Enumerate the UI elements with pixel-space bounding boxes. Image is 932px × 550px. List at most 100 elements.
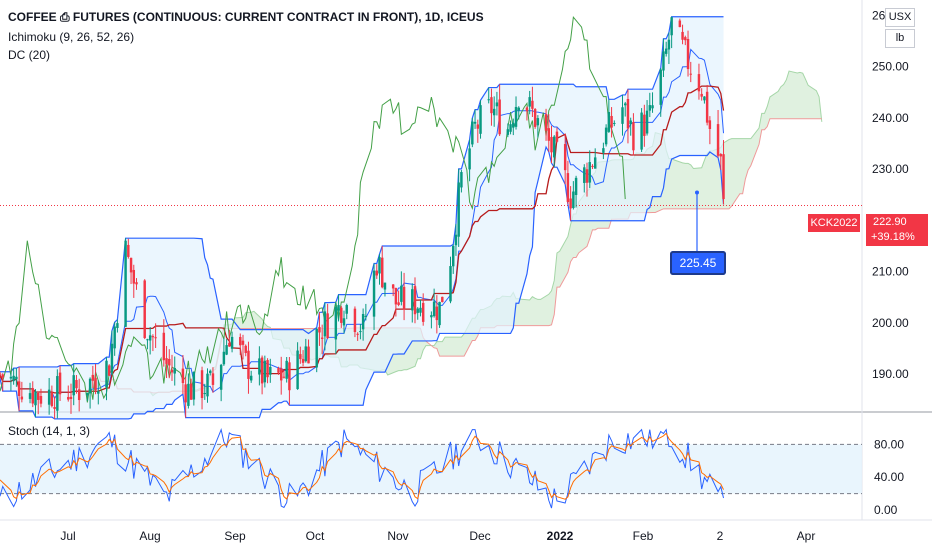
candle: [416, 307, 419, 320]
candle-body: [585, 169, 589, 183]
stoch-legend[interactable]: Stoch (14, 1, 3): [8, 424, 91, 438]
candle: [411, 283, 414, 323]
candles: [0, 16, 725, 419]
candle-body: [110, 343, 114, 373]
price-tick-label: 230.00: [872, 162, 909, 176]
candle-body: [189, 383, 193, 400]
candle: [53, 396, 56, 419]
candle-body: [17, 381, 21, 396]
candle: [645, 100, 649, 136]
candle-body: [15, 376, 18, 380]
candle-body: [583, 167, 586, 183]
candle-body: [662, 51, 665, 71]
candle-body: [187, 383, 190, 406]
candle: [170, 354, 174, 381]
candle: [315, 327, 318, 373]
marker-point: [695, 190, 699, 195]
candle-body: [533, 109, 537, 127]
candle: [206, 368, 209, 403]
price-tick-label: 200.00: [872, 316, 909, 330]
candle-body: [473, 121, 477, 124]
candle-body: [247, 350, 250, 379]
candle-body: [454, 234, 458, 246]
candle: [495, 91, 499, 116]
candle-body: [708, 120, 712, 129]
candle-body: [613, 122, 616, 124]
candle: [88, 377, 92, 409]
unit-button[interactable]: lb: [885, 29, 915, 48]
candle-body: [239, 337, 242, 346]
candle-body: [514, 106, 518, 127]
ichimoku-legend[interactable]: Ichimoku (9, 26, 52, 26): [8, 30, 135, 44]
candle: [340, 305, 343, 328]
candle: [269, 358, 272, 383]
candle: [189, 378, 193, 401]
candle: [372, 263, 376, 330]
candle: [722, 140, 725, 205]
candle: [681, 24, 684, 45]
candle: [192, 371, 196, 406]
currency-button[interactable]: USX: [885, 8, 915, 27]
candle: [473, 109, 477, 129]
candle: [0, 371, 2, 379]
candle: [151, 334, 155, 352]
candle-body: [460, 172, 463, 188]
candle-body: [544, 114, 548, 131]
candle-body: [684, 37, 687, 41]
candle-body: [72, 375, 75, 396]
candle-body: [492, 108, 496, 116]
candle-body: [296, 350, 299, 390]
candle: [492, 96, 496, 127]
candle-body: [361, 313, 365, 330]
stoch-k-line: [0, 427, 725, 509]
grid: [0, 0, 932, 521]
candle-body: [659, 69, 662, 105]
candle: [56, 369, 59, 419]
candle-body: [258, 358, 261, 375]
candle-body: [607, 112, 611, 132]
candle: [664, 41, 668, 57]
candle: [684, 35, 687, 46]
candle-body: [512, 122, 515, 128]
candle-body: [127, 244, 130, 257]
candle: [127, 238, 130, 259]
price-marker-label[interactable]: 225.45: [670, 251, 726, 275]
candle: [135, 278, 138, 290]
candle: [563, 133, 567, 185]
candle: [15, 368, 18, 387]
candle-body: [381, 257, 384, 288]
candle-body: [285, 360, 288, 379]
candle: [39, 388, 43, 408]
candle-body: [192, 371, 196, 400]
candle-body: [12, 375, 15, 382]
candle: [413, 277, 417, 324]
stochastic-pane: [0, 427, 862, 509]
candle-body: [419, 307, 422, 313]
price-tick-label: 240.00: [872, 111, 909, 125]
candle: [334, 302, 338, 354]
candle: [391, 284, 395, 297]
price-tick-label: 250.00: [872, 60, 909, 74]
candle-body: [509, 124, 512, 132]
candle-body: [116, 323, 119, 328]
candle: [301, 350, 305, 367]
candle-body: [168, 358, 171, 366]
candle-body: [209, 370, 212, 373]
candle: [621, 94, 624, 136]
candle: [279, 356, 283, 395]
symbol-label: KCK2022: [808, 214, 860, 232]
candle: [689, 61, 692, 83]
candle: [435, 295, 439, 334]
candle: [143, 279, 146, 340]
candle-body: [719, 154, 723, 157]
candle-body: [626, 99, 630, 129]
candle: [544, 108, 548, 141]
candle: [678, 18, 682, 28]
candle: [113, 322, 116, 356]
candle: [572, 181, 575, 210]
candle: [514, 96, 518, 130]
candle-body: [416, 308, 419, 313]
donchian-legend[interactable]: DC (20): [8, 48, 51, 62]
